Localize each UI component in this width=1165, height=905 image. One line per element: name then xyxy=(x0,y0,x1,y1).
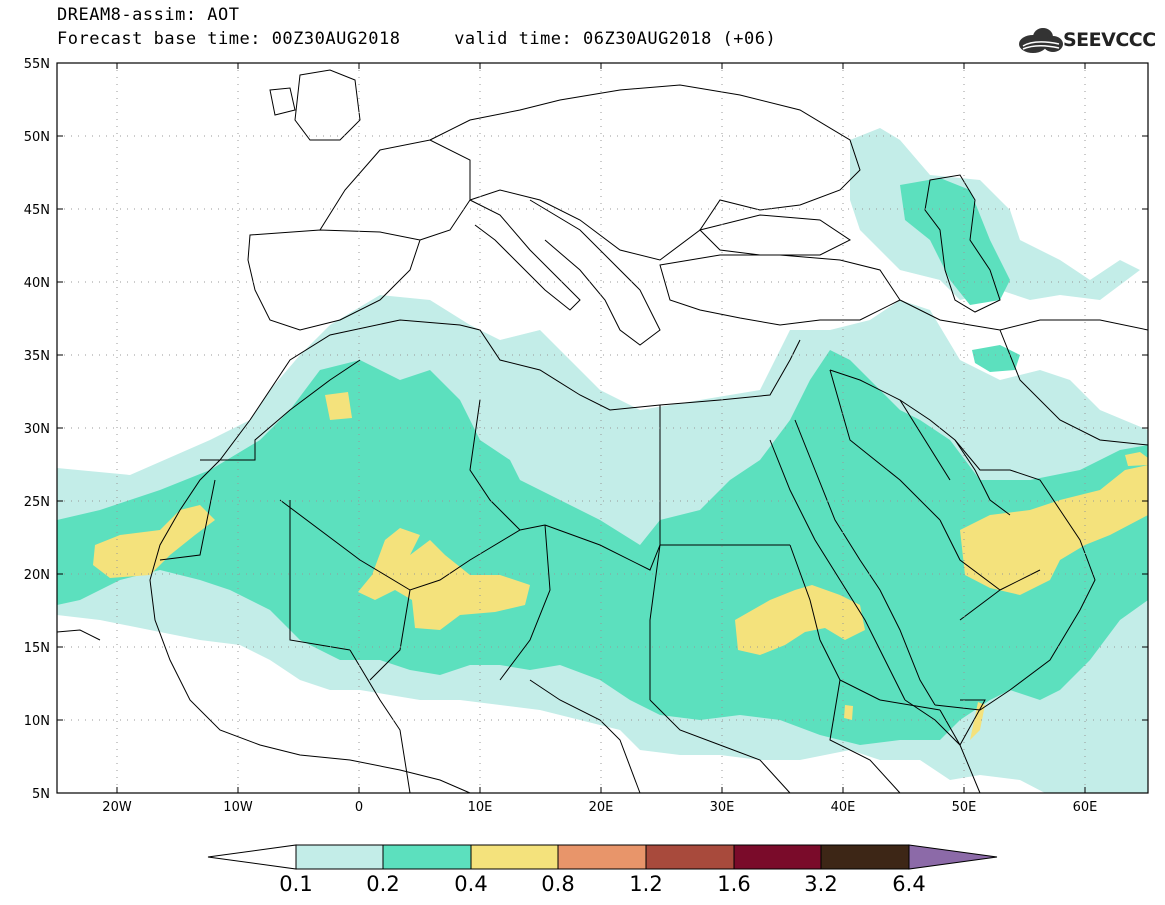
lat-label: 55N xyxy=(24,57,50,72)
lon-label: 0 xyxy=(355,800,363,815)
colorbar-swatch xyxy=(733,844,822,870)
lat-label: 5N xyxy=(32,787,50,802)
lat-label: 50N xyxy=(24,130,50,145)
graticule xyxy=(57,63,1148,793)
colorbar-swatch xyxy=(295,844,384,870)
forecast-time-line: Forecast base time: 00Z30AUG2018 valid t… xyxy=(57,29,777,49)
lon-label: 40E xyxy=(831,800,856,815)
lat-label: 20N xyxy=(24,568,50,583)
lat-label: 30N xyxy=(24,422,50,437)
colorbar-swatch xyxy=(645,844,735,870)
lon-label: 20W xyxy=(102,800,132,815)
lat-label: 35N xyxy=(24,349,50,364)
colorbar-label: 3.2 xyxy=(804,872,837,896)
lon-label: 60E xyxy=(1073,800,1098,815)
logo-text: SEEVCCC xyxy=(1063,29,1156,51)
lon-axis: 20W 10W 0 10E 20E 30E 40E 50E 60E xyxy=(102,63,1097,815)
colorbar-swatch xyxy=(470,844,559,870)
colorbar-swatch xyxy=(557,844,647,870)
lon-label: 10E xyxy=(468,800,493,815)
lat-label: 40N xyxy=(24,276,50,291)
colorbar-label: 0.2 xyxy=(366,872,399,896)
colorbar-label: 0.8 xyxy=(541,872,574,896)
colorbar-label: 1.6 xyxy=(717,872,750,896)
lat-label: 10N xyxy=(24,714,50,729)
lon-label: 20E xyxy=(589,800,614,815)
colorbar-label: 0.1 xyxy=(279,872,312,896)
lat-label: 25N xyxy=(24,495,50,510)
colorbar-label: 0.4 xyxy=(454,872,487,896)
colorbar-label: 1.2 xyxy=(629,872,662,896)
cloud-logo-icon xyxy=(1019,28,1063,53)
colorbar: 0.1 0.2 0.4 0.8 1.2 1.6 3.2 6.4 xyxy=(207,844,998,896)
colorbar-arrow-high xyxy=(908,844,998,870)
product-title: DREAM8-assim: AOT xyxy=(57,5,240,25)
colorbar-label: 6.4 xyxy=(892,872,925,896)
aot-contour-0.4 xyxy=(93,392,1148,740)
colorbar-swatch xyxy=(382,844,472,870)
lon-label: 10W xyxy=(223,800,253,815)
lat-label: 15N xyxy=(24,641,50,656)
lon-label: 30E xyxy=(710,800,735,815)
lat-axis: 55N 50N 45N 40N 35N 30N 25N 20N 15N 10N … xyxy=(24,57,1148,802)
colorbar-arrow-low xyxy=(207,844,297,870)
lon-label: 50E xyxy=(952,800,977,815)
colorbar-swatch xyxy=(820,844,910,870)
lat-label: 45N xyxy=(24,203,50,218)
political-borders xyxy=(56,69,1149,794)
